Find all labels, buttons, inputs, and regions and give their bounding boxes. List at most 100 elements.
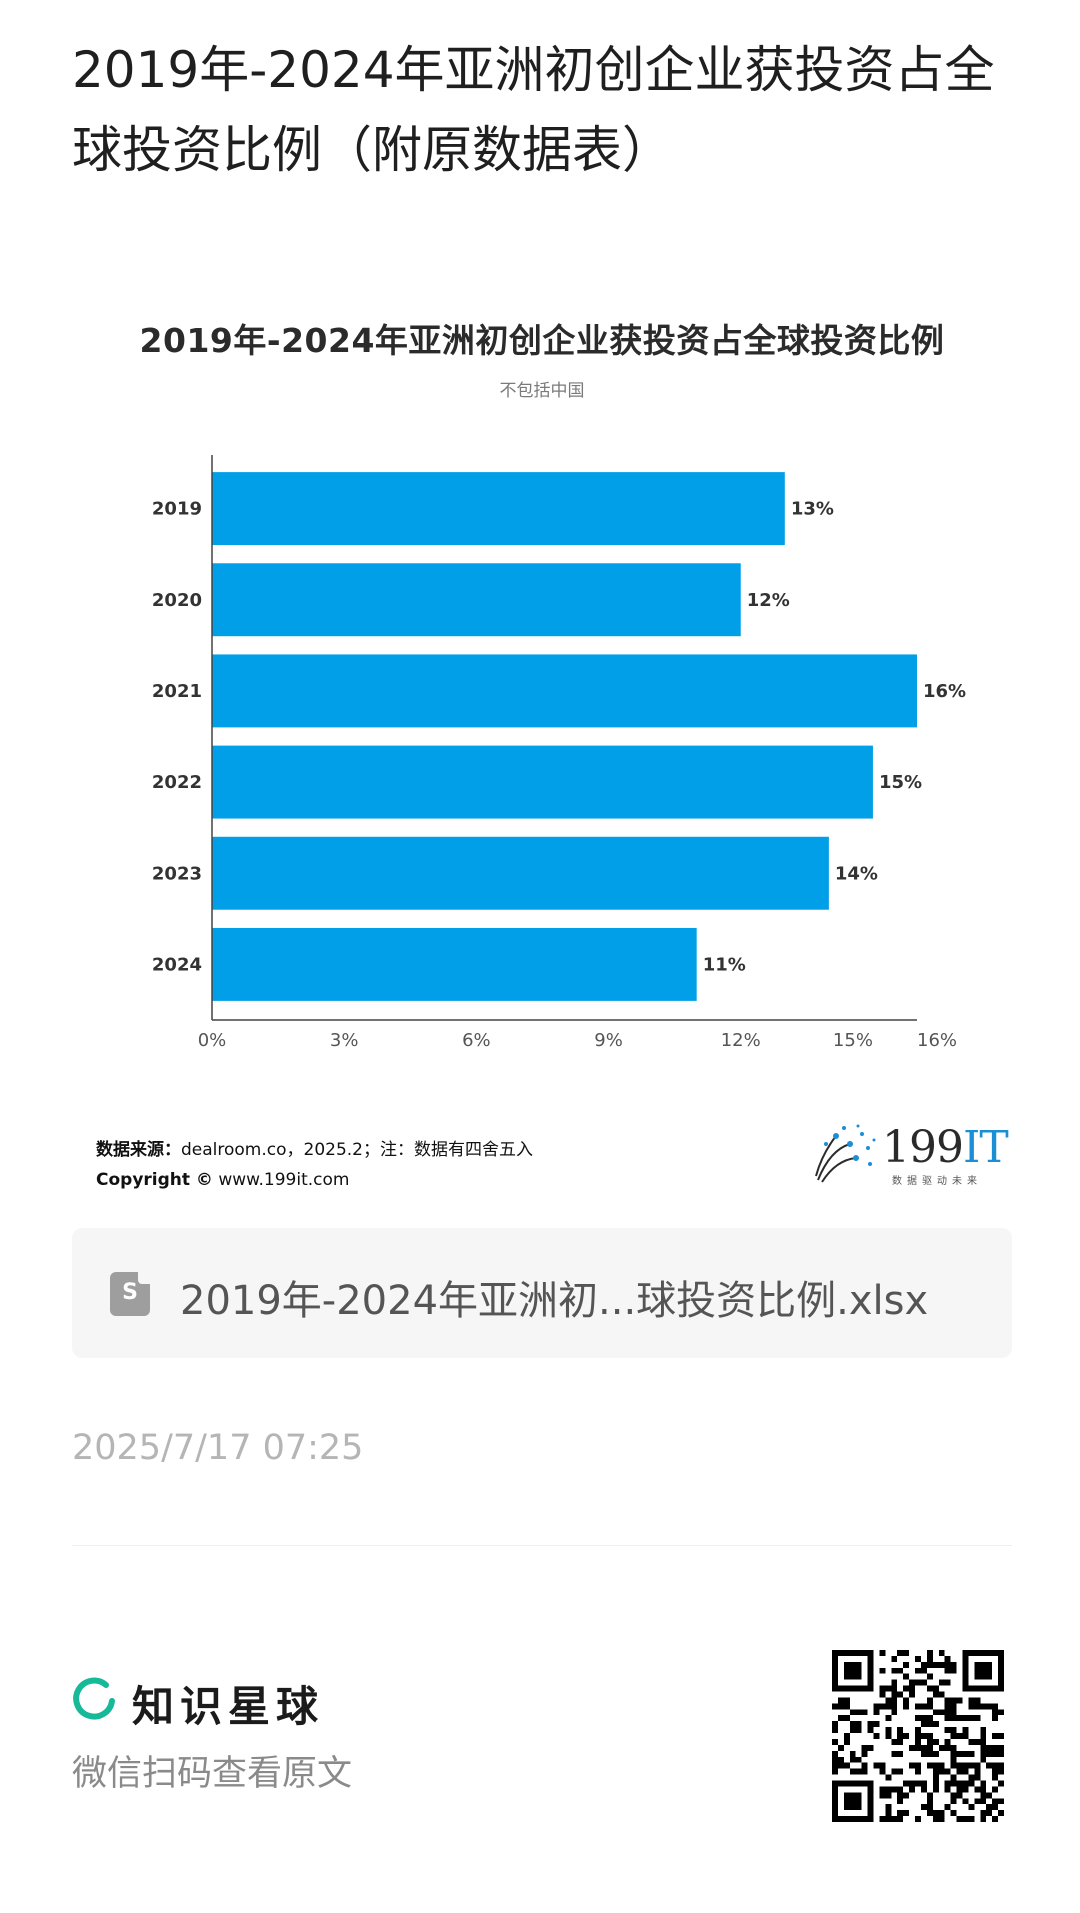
x-tick-label-5: 15% [833, 1030, 873, 1051]
qr-module [891, 1786, 898, 1793]
qr-module [986, 1810, 993, 1817]
qr-module [849, 1685, 856, 1692]
qr-module [980, 1703, 987, 1710]
qr-module [938, 1650, 945, 1656]
qr-module [903, 1733, 910, 1739]
y-tick-label-2021: 2021 [152, 681, 202, 702]
qr-module [867, 1792, 874, 1799]
qr-module [956, 1768, 963, 1775]
qr-module [897, 1727, 904, 1734]
brand-name: 知识星球 [132, 1682, 325, 1731]
qr-module [879, 1650, 886, 1656]
qr-module [867, 1655, 874, 1662]
qr-module [998, 1733, 1004, 1739]
qr-module [897, 1667, 904, 1674]
199it-logo: 199IT 数据驱动未来 [810, 1120, 1009, 1190]
qr-module [938, 1810, 945, 1817]
qr-module [843, 1685, 850, 1692]
qr-module [950, 1709, 957, 1716]
source-label: 数据来源： [96, 1140, 181, 1160]
qr-module [909, 1685, 916, 1692]
qr-module [926, 1810, 933, 1817]
spreadsheet-file-icon: S [110, 1272, 150, 1316]
bar-2023 [212, 836, 829, 910]
qr-module [938, 1679, 945, 1686]
qr-module [861, 1750, 868, 1757]
qr-module [909, 1679, 916, 1686]
qr-module [897, 1733, 904, 1739]
qr-module [974, 1768, 981, 1775]
qr-module [855, 1780, 862, 1787]
qr-module [832, 1756, 838, 1763]
qr-module [950, 1661, 957, 1668]
attachment-file-card[interactable]: S 2019年-2024年亚洲初...球投资比例.xlsx [72, 1228, 1012, 1358]
qr-module [992, 1685, 999, 1692]
qr-module [956, 1780, 963, 1787]
qr-module [932, 1780, 939, 1787]
qr-module [855, 1798, 862, 1805]
qr-module [849, 1780, 856, 1787]
qr-module [891, 1679, 898, 1686]
data-label-2024: 11% [703, 954, 746, 975]
qr-module [903, 1697, 910, 1704]
qr-module [885, 1816, 892, 1822]
qr-module [968, 1697, 975, 1704]
qr-module [832, 1750, 838, 1757]
qr-module [980, 1792, 987, 1799]
qr-module [962, 1798, 969, 1805]
qr-module [992, 1715, 999, 1722]
qr-module [915, 1703, 921, 1710]
qr-module [849, 1798, 856, 1805]
qr-module [855, 1650, 862, 1656]
qr-module [909, 1691, 916, 1698]
qr-module [867, 1721, 874, 1728]
qr-module [998, 1679, 1004, 1686]
qr-module [944, 1655, 951, 1662]
qr-module [926, 1792, 933, 1799]
qr-module [968, 1703, 975, 1710]
qr-module [920, 1780, 927, 1787]
bar-2021 [212, 654, 917, 728]
qr-module [932, 1661, 939, 1668]
qr-module [998, 1667, 1004, 1674]
qr-module [832, 1727, 838, 1734]
qr-module [968, 1650, 975, 1656]
qr-module [926, 1798, 933, 1805]
qr-module [998, 1810, 1004, 1817]
qr-module [932, 1774, 939, 1781]
qr-module [968, 1750, 975, 1757]
qr-module [998, 1650, 1004, 1656]
qr-module [832, 1673, 838, 1680]
qr-module [932, 1768, 939, 1775]
qr-module [832, 1661, 838, 1668]
qr-module [843, 1697, 850, 1704]
qr-module [891, 1738, 898, 1745]
qr-module [909, 1780, 916, 1787]
qr-module [837, 1650, 844, 1656]
data-label-2022: 15% [879, 772, 922, 793]
qr-module [968, 1715, 975, 1722]
qr-module [849, 1750, 856, 1757]
qr-module [903, 1650, 910, 1656]
qr-module [962, 1733, 969, 1739]
qr-module [932, 1721, 939, 1728]
qr-module [986, 1703, 993, 1710]
qr-module [974, 1798, 981, 1805]
qr-module [986, 1661, 993, 1668]
qr-module [956, 1750, 963, 1757]
qr-module [968, 1738, 975, 1745]
qr-module [944, 1667, 951, 1674]
qr-module [998, 1744, 1004, 1751]
qr-module [992, 1733, 999, 1739]
qr-code[interactable] [832, 1650, 1004, 1822]
qr-module [998, 1768, 1004, 1775]
qr-module [885, 1774, 892, 1781]
qr-module [891, 1750, 898, 1757]
qr-module [956, 1816, 963, 1822]
qr-module [992, 1762, 999, 1769]
qr-module [926, 1715, 933, 1722]
file-name: 2019年-2024年亚洲初...球投资比例.xlsx [180, 1278, 929, 1324]
qr-module [962, 1673, 969, 1680]
qr-module [915, 1727, 921, 1734]
qr-module [885, 1786, 892, 1793]
